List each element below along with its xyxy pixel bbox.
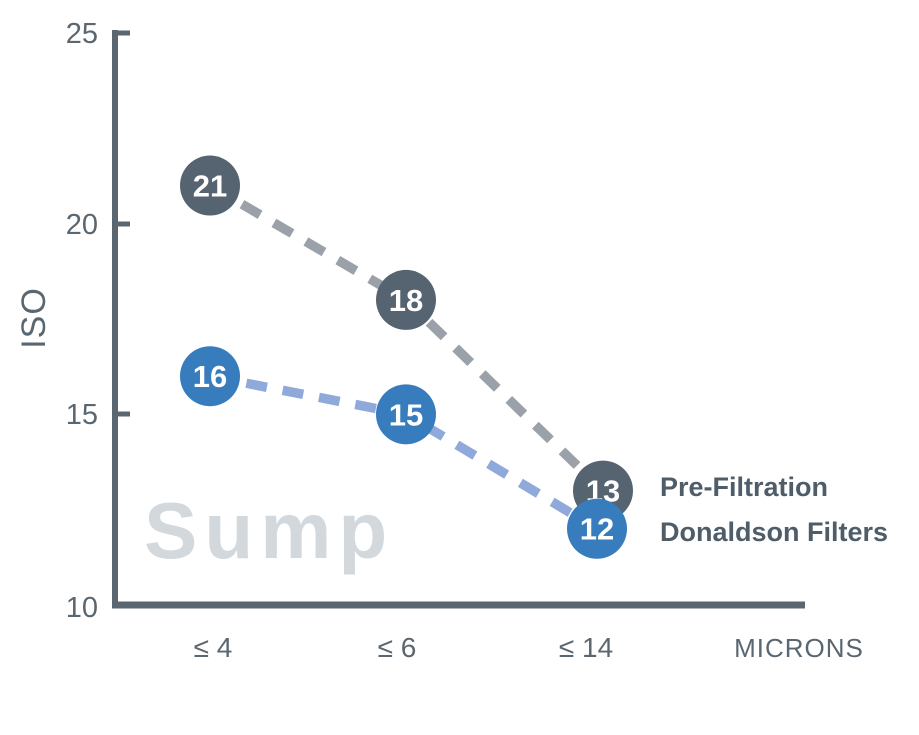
y-axis-title: ISO bbox=[15, 287, 53, 349]
series-line-0 bbox=[207, 181, 607, 495]
data-point-circle bbox=[567, 498, 627, 559]
x-axis-unit-label: MICRONS bbox=[734, 633, 864, 663]
data-point-label: 16 bbox=[193, 359, 227, 394]
data-point-label: 12 bbox=[580, 512, 614, 547]
data-point: 18 bbox=[376, 269, 436, 330]
data-point-label: 21 bbox=[193, 169, 227, 204]
data-point-label: 15 bbox=[389, 397, 423, 432]
y-tick-label-10: 10 bbox=[66, 592, 98, 624]
x-tick-label-4: ≤ 4 bbox=[194, 632, 233, 663]
data-point: 12 bbox=[567, 498, 627, 559]
x-tick-label-6: ≤ 6 bbox=[378, 632, 417, 663]
x-axis: ≤ 4 ≤ 6 ≤ 14 MICRONS bbox=[112, 601, 864, 663]
legend-label-pre-filtration: Pre-Filtration bbox=[660, 472, 828, 502]
data-point: 21 bbox=[180, 155, 240, 216]
legend: Pre-Filtration Donaldson Filters bbox=[660, 472, 888, 547]
data-point-circle bbox=[376, 269, 436, 330]
x-tick-label-14: ≤ 14 bbox=[559, 632, 613, 663]
y-tick-label-15: 15 bbox=[66, 399, 98, 431]
data-point-circle bbox=[180, 155, 240, 216]
y-tick-label-25: 25 bbox=[66, 18, 98, 50]
data-point-circle bbox=[376, 384, 436, 445]
data-point: 16 bbox=[180, 346, 240, 407]
data-point-label: 18 bbox=[389, 283, 423, 318]
y-tick-label-20: 20 bbox=[66, 209, 98, 241]
data-point-circle bbox=[180, 346, 240, 407]
legend-label-donaldson-filters: Donaldson Filters bbox=[660, 517, 888, 547]
watermark-text: Sump bbox=[144, 486, 394, 575]
data-point: 15 bbox=[376, 384, 436, 445]
y-axis: 25 20 15 10 bbox=[66, 18, 130, 624]
